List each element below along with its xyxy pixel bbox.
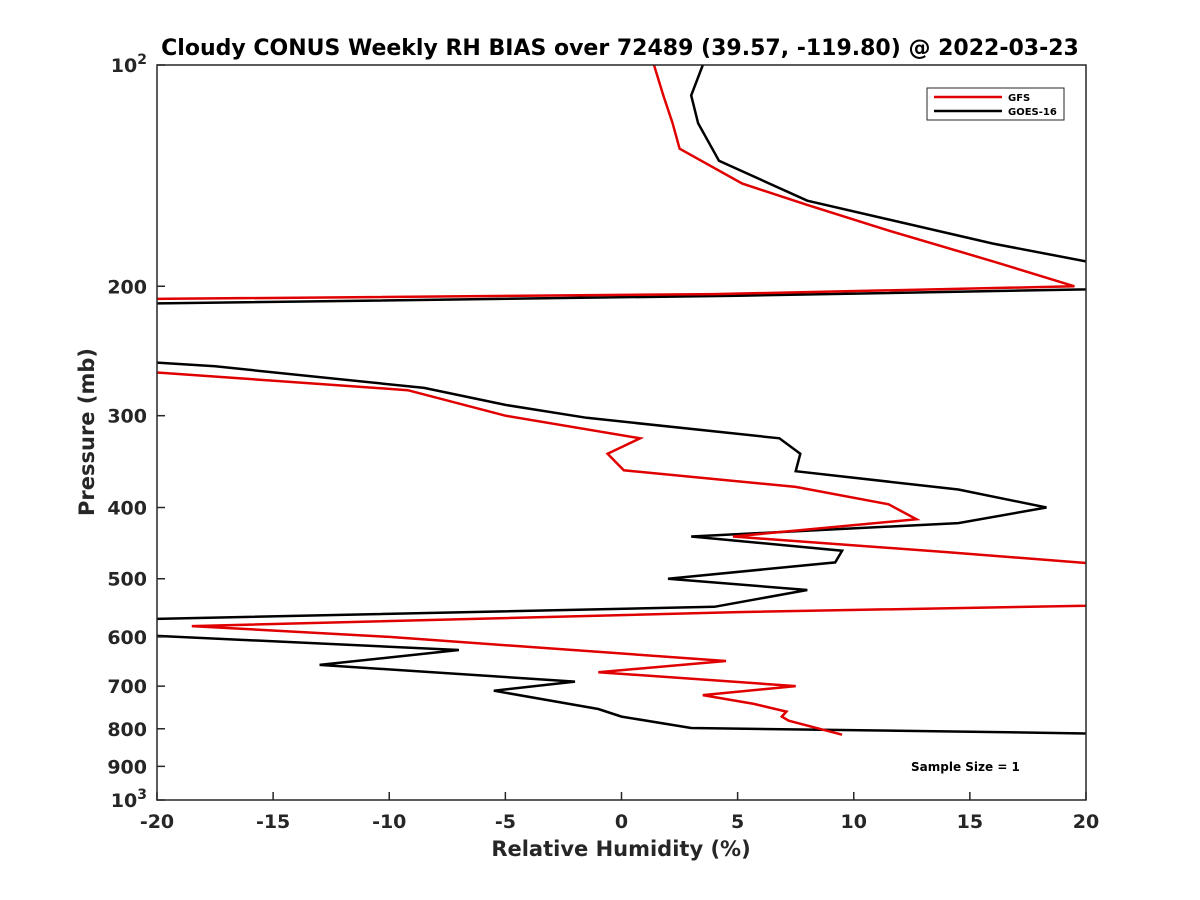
x-axis: -20 -15 -10 -5 0 5 10 15 20: [140, 792, 1099, 833]
x-tick-label: 15: [957, 811, 983, 833]
y-tick-label: 200: [107, 276, 147, 298]
series-layer: [157, 65, 1086, 736]
y-tick-label: 103: [111, 787, 147, 812]
x-tick-label: -10: [372, 811, 406, 833]
y-tick-label: 800: [107, 719, 147, 741]
y-axis-label: Pressure (mb): [75, 348, 99, 516]
series-goes-16-line: [157, 65, 1086, 735]
x-tick-label: 0: [615, 811, 628, 833]
legend-box: [926, 87, 1065, 121]
y-tick-label: 900: [107, 756, 147, 778]
y-tick-label: 300: [107, 406, 147, 428]
x-tick-label: 5: [731, 811, 744, 833]
y-tick-base: 10: [111, 55, 137, 77]
x-tick-label: 20: [1073, 811, 1099, 833]
chart-title: Cloudy CONUS Weekly RH BIAS over 72489 (…: [161, 36, 1079, 61]
y-tick-label: 600: [107, 627, 147, 649]
legend: GFS GOES-16: [926, 87, 1065, 121]
legend-gfs-label: GFS: [1008, 93, 1030, 104]
y-tick-label: 400: [107, 498, 147, 520]
x-axis-label: Relative Humidity (%): [491, 837, 750, 861]
y-tick-exponent: 3: [137, 787, 147, 803]
legend-goes16-label: GOES-16: [1008, 107, 1057, 118]
x-tick-label: 10: [841, 811, 867, 833]
y-tick-exponent: 2: [137, 52, 147, 68]
y-tick-label: 500: [107, 569, 147, 591]
x-tick-label: -15: [256, 811, 290, 833]
y-tick-label: 700: [107, 676, 147, 698]
y-tick-base: 10: [111, 790, 137, 812]
x-tick-label: -20: [140, 811, 174, 833]
y-tick-label: 102: [111, 52, 147, 77]
plot-frame: [156, 64, 1087, 801]
series-gfs-line: [157, 65, 1086, 736]
sample-size-annotation: Sample Size = 1: [911, 760, 1020, 774]
x-tick-label: -5: [495, 811, 516, 833]
